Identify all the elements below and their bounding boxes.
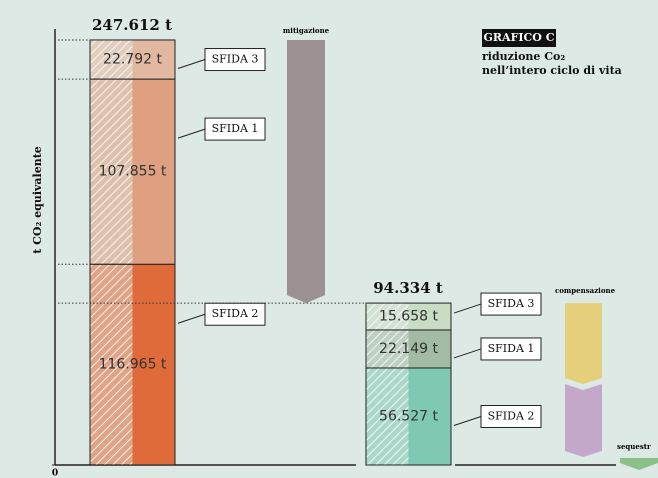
callout-box xyxy=(204,48,266,72)
bar-segment xyxy=(408,367,451,465)
total-label: 247.612 t xyxy=(92,16,172,34)
legend-label: SFIDA 2 xyxy=(488,409,535,422)
legend-label: SFIDA 3 xyxy=(488,297,535,310)
value-label: 22.792 t xyxy=(103,52,162,68)
bar-segment xyxy=(408,303,451,330)
callout-pointer xyxy=(453,303,482,314)
legend-label: SFIDA 1 xyxy=(212,122,259,135)
callout-box xyxy=(480,337,542,361)
bar-outline xyxy=(365,302,452,331)
callout-pointer xyxy=(177,128,206,139)
value-label: 56.527 t xyxy=(379,408,438,424)
compensation-arrow xyxy=(565,303,602,385)
callout-box xyxy=(204,117,266,141)
annotation: sequestr xyxy=(617,442,651,451)
value-label: 22.149 t xyxy=(379,341,438,357)
value-label: 15.658 t xyxy=(379,309,438,325)
sequestration-arrow xyxy=(620,458,658,470)
y-axis-label: t CO₂ equivalente xyxy=(31,146,44,254)
bar-segment xyxy=(132,39,175,80)
bar-segment xyxy=(132,79,175,265)
y-tick-label: 0 xyxy=(52,469,58,478)
callout-pointer xyxy=(453,348,482,359)
legend-label: SFIDA 3 xyxy=(212,53,259,66)
bar-hatch xyxy=(366,367,409,465)
bar-outline xyxy=(89,39,176,80)
legend-label: SFIDA 1 xyxy=(488,342,535,355)
value-label: 116.965 t xyxy=(99,357,167,373)
annotation: compensazione xyxy=(555,286,616,295)
bar-hatch xyxy=(90,79,133,265)
subtitle: riduzione Co₂ xyxy=(482,50,565,63)
callout-pointer xyxy=(177,59,206,70)
value-label: 107.855 t xyxy=(99,164,167,180)
callout-box xyxy=(204,302,266,326)
subtitle: nell’intero ciclo di vita xyxy=(482,64,622,77)
annotation: mitigazione xyxy=(283,26,330,35)
legend-label: SFIDA 2 xyxy=(212,307,259,320)
bar-hatch xyxy=(366,303,409,330)
callout-pointer xyxy=(453,416,482,426)
bar-hatch xyxy=(90,39,133,80)
bar-hatch xyxy=(366,329,409,368)
chart-title: GRAFICO C xyxy=(484,31,555,44)
mitigation-arrow xyxy=(287,39,325,304)
callout-box xyxy=(480,404,542,428)
total-label: 94.334 t xyxy=(373,279,443,297)
compensation-arrow xyxy=(565,384,602,457)
bar-segment xyxy=(132,264,175,465)
title-box xyxy=(482,29,556,47)
bar-segment xyxy=(408,329,451,368)
callout-pointer xyxy=(177,313,206,324)
bar-hatch xyxy=(90,264,133,465)
callout-box xyxy=(480,292,542,316)
